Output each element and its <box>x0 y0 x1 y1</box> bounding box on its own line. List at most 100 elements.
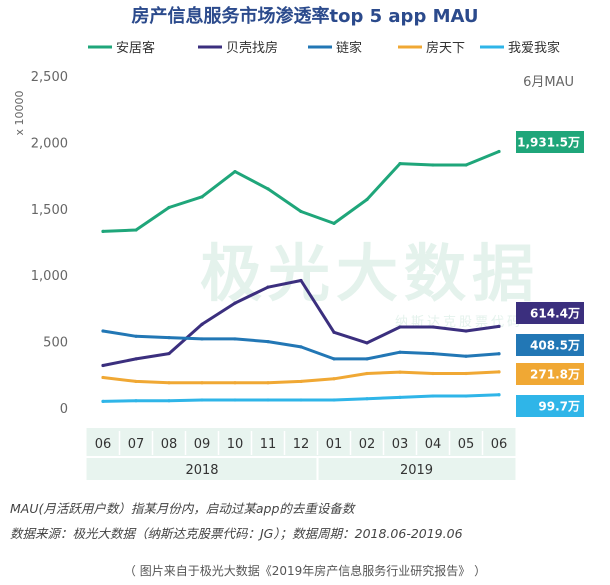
end-label-1: 614.4万 <box>516 302 584 324</box>
end-label-box <box>516 363 584 385</box>
data-point <box>266 187 270 191</box>
data-point <box>101 363 105 368</box>
y-tick-label: 2,000 <box>31 136 68 151</box>
end-label-box <box>516 302 584 324</box>
data-point <box>200 195 204 199</box>
end-label-value: 271.8万 <box>530 368 580 382</box>
x-tick-label: 01 <box>326 437 343 452</box>
data-point <box>365 197 369 202</box>
data-point <box>200 381 204 385</box>
data-point <box>497 149 501 154</box>
watermark-main: 极光大数据 <box>200 237 540 310</box>
data-point <box>266 285 270 289</box>
data-point <box>464 354 468 358</box>
data-point <box>266 381 270 385</box>
series-line-0 <box>101 150 501 233</box>
x-tick-label: 07 <box>128 437 145 452</box>
data-point <box>332 377 336 381</box>
data-point <box>134 357 138 361</box>
x-tick-label: 06 <box>95 437 112 452</box>
end-label-value: 1,931.5万 <box>517 136 580 150</box>
data-point <box>101 229 105 233</box>
data-point <box>431 371 435 376</box>
data-point <box>167 381 171 385</box>
end-label-0: 1,931.5万 <box>516 131 584 153</box>
end-label-box <box>516 395 584 417</box>
y-tick-label: 1,000 <box>31 269 68 284</box>
data-point <box>299 278 303 283</box>
data-point <box>266 340 270 344</box>
data-point <box>167 351 171 356</box>
data-point <box>167 205 171 210</box>
data-point <box>266 398 270 402</box>
x-axis: 06 07 08 09 10 11 12 01 02 03 04 05 06 2018 2019 <box>86 428 516 480</box>
end-label-box <box>516 131 584 153</box>
data-point <box>497 324 501 329</box>
end-label-value: 99.7万 <box>538 400 580 414</box>
data-point <box>365 357 369 361</box>
unit-label: 6月MAU <box>523 75 574 90</box>
end-label-2: 408.5万 <box>516 334 584 356</box>
data-point <box>464 329 468 333</box>
data-point <box>398 162 402 166</box>
mau-definition-note: MAU(月活跃用户数）指某月份内，启动过某app的去重设备数 <box>10 501 355 516</box>
y-axis-label: x 10000 <box>13 90 26 135</box>
end-label-box <box>516 334 584 356</box>
data-point <box>398 395 402 399</box>
data-point <box>497 393 501 397</box>
x-tick-label: 06 <box>491 437 508 452</box>
legend-label-1: 贝壳找房 <box>226 40 278 56</box>
end-label-value: 614.4万 <box>530 307 580 321</box>
data-point <box>101 399 105 403</box>
data-point <box>398 350 402 354</box>
data-point <box>134 228 138 232</box>
data-point <box>431 163 435 167</box>
end-labels: 1,931.5万 614.4万 408.5万 271.8万 99.7万 <box>516 131 584 417</box>
data-point <box>233 170 237 174</box>
data-point <box>101 375 105 380</box>
data-point <box>464 394 468 398</box>
data-point <box>101 329 105 333</box>
data-point <box>200 398 204 402</box>
series-lines <box>101 149 501 403</box>
data-point <box>365 371 369 376</box>
year-label-2018: 2018 <box>185 463 218 478</box>
data-point <box>233 301 237 305</box>
chart-title: 房产信息服务市场渗透率top 5 app MAU <box>132 5 479 27</box>
data-point <box>431 394 435 398</box>
x-tick-label: 10 <box>227 437 244 452</box>
data-point <box>431 351 435 356</box>
data-point <box>299 345 303 349</box>
data-point <box>497 352 501 356</box>
data-point <box>464 163 468 167</box>
data-point <box>332 221 336 226</box>
x-tick-label: 12 <box>293 437 310 452</box>
data-point <box>299 209 303 214</box>
x-tick-label: 08 <box>161 437 178 452</box>
data-source-note: 数据来源：极光大数据（纳斯达克股票代码：JG）；数据周期：2018.06-201… <box>10 526 463 541</box>
y-axis-ticks: 0 500 1,000 1,500 2,000 2,500 <box>31 70 68 417</box>
data-point <box>299 379 303 384</box>
x-tick-label: 05 <box>458 437 475 452</box>
image-caption: （ 图片来自于极光大数据《2019年房产信息服务行业研究报告》 ） <box>123 564 487 578</box>
data-point <box>365 341 369 345</box>
x-tick-label: 04 <box>425 437 442 452</box>
x-tick-label: 03 <box>392 437 409 452</box>
end-label-3: 271.8万 <box>516 363 584 385</box>
data-point <box>200 337 204 341</box>
data-point <box>332 398 336 402</box>
data-point <box>332 357 336 361</box>
data-point <box>332 330 336 334</box>
year-label-2019: 2019 <box>400 463 433 478</box>
data-point <box>167 336 171 340</box>
y-tick-label: 500 <box>43 336 68 351</box>
x-tick-label: 09 <box>194 437 211 452</box>
watermark: 极光大数据 纳斯达克股票代码 <box>200 237 540 330</box>
data-point <box>398 370 402 374</box>
data-point <box>233 398 237 402</box>
data-point <box>431 325 435 329</box>
y-tick-label: 0 <box>60 402 68 417</box>
y-tick-label: 2,500 <box>31 70 68 85</box>
data-point <box>365 397 369 401</box>
